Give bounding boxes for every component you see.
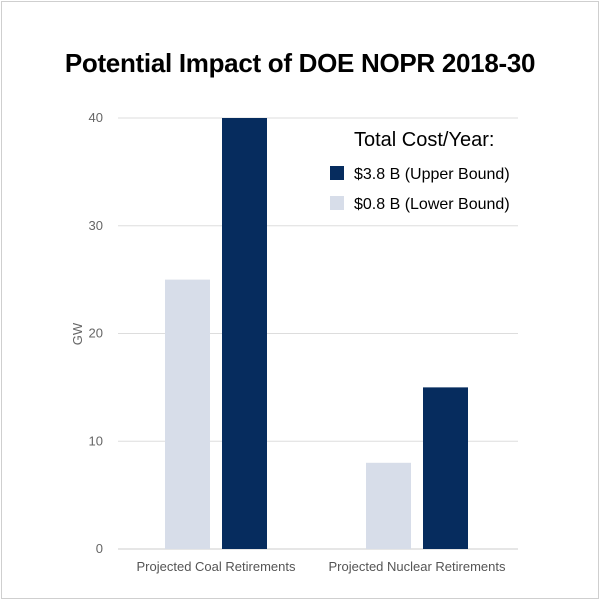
legend-label: $3.8 B (Upper Bound) [354,166,510,183]
y-tick-label: 30 [89,218,103,233]
legend-label: $0.8 B (Lower Bound) [354,196,510,213]
axes: 0 10 20 30 40 GW Projected Coal Retirements Pro… [70,110,506,574]
bar [165,279,210,549]
y-tick-label: 40 [89,110,103,125]
bar [423,387,468,549]
legend: Total Cost/Year: $3.8 B (Upper Bound) $0.8… [330,129,510,213]
legend-swatch [330,166,344,180]
x-tick-label: Projected Nuclear Retirements [328,559,506,574]
bar [222,118,267,549]
bars [165,118,468,549]
y-tick-label: 10 [89,433,103,448]
y-axis-title: GW [70,322,85,345]
y-tick-label: 0 [96,541,103,556]
y-tick-label: 20 [89,326,103,341]
legend-title: Total Cost/Year: [354,129,494,151]
chart-title: Potential Impact of DOE NOPR 2018-30 [64,48,536,78]
legend-swatch [330,196,344,210]
bar [366,462,411,549]
x-tick-label: Projected Coal Retirements [137,559,296,574]
